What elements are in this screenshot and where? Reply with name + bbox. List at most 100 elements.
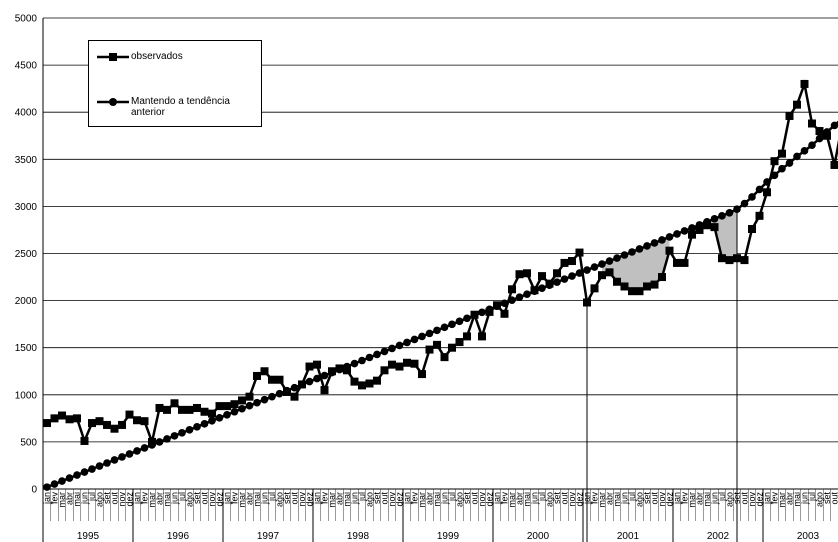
x-tick-label: set	[282, 492, 292, 505]
x-tick-label: mai	[792, 492, 802, 507]
x-tick-label: out	[380, 492, 390, 505]
x-tick-label: jun	[710, 492, 720, 505]
x-tick-label: jul	[357, 492, 367, 502]
x-tick-label: nov	[387, 492, 397, 507]
x-tick-label: dez	[125, 492, 135, 507]
point	[178, 405, 186, 414]
point	[125, 450, 134, 458]
year-label: 2001	[617, 531, 640, 542]
point	[320, 386, 329, 395]
x-tick-label: set	[552, 492, 562, 505]
point	[568, 257, 576, 266]
x-tick-label: jul	[447, 492, 457, 502]
point	[58, 477, 66, 485]
point	[208, 409, 216, 418]
point	[343, 366, 351, 375]
point	[380, 366, 389, 375]
point	[268, 375, 276, 384]
x-tick-label: nov	[567, 492, 577, 507]
x-tick-label: jun	[530, 492, 540, 505]
point	[725, 256, 734, 265]
point	[418, 332, 426, 341]
point	[583, 298, 591, 307]
point	[350, 359, 359, 368]
x-tick-label: jan	[132, 492, 142, 505]
point	[508, 285, 516, 294]
x-tick-label: fev	[500, 492, 510, 505]
x-tick-label: jun	[440, 492, 450, 505]
point	[673, 258, 681, 267]
x-tick-label: mai	[342, 492, 352, 507]
x-tick-label: jun	[170, 492, 180, 505]
x-tick-label: fev	[230, 492, 240, 505]
point	[88, 465, 96, 473]
x-tick-label: ago	[635, 492, 645, 507]
point	[260, 367, 269, 376]
x-tick-label: set	[372, 492, 382, 505]
point	[283, 387, 291, 396]
point	[755, 211, 764, 220]
point	[800, 79, 809, 88]
point	[223, 402, 231, 411]
x-tick-label: out	[470, 492, 480, 505]
x-tick-label: mar	[57, 492, 67, 508]
point	[103, 420, 111, 429]
point	[478, 308, 486, 317]
y-tick-label: 4500	[15, 61, 38, 72]
point	[830, 160, 838, 169]
point	[635, 245, 644, 253]
point	[290, 383, 299, 392]
x-tick-label: out	[200, 492, 210, 505]
x-tick-label: nov	[747, 492, 757, 507]
x-tick-label: jan	[312, 492, 322, 505]
point	[748, 225, 756, 234]
point	[470, 310, 479, 319]
x-tick-label: jan	[222, 492, 232, 505]
point	[463, 314, 471, 323]
point	[500, 309, 509, 318]
point	[808, 119, 816, 128]
x-tick-label: nov	[477, 492, 487, 507]
point	[43, 483, 51, 491]
point	[290, 392, 299, 401]
point	[538, 272, 546, 281]
point	[238, 396, 246, 405]
point	[703, 221, 711, 230]
x-tick-label: nov	[207, 492, 217, 507]
point	[823, 131, 831, 140]
point	[118, 420, 126, 429]
point	[650, 239, 659, 247]
x-tick-label: set	[462, 492, 472, 505]
point	[200, 407, 209, 416]
point	[110, 424, 119, 433]
point	[298, 380, 306, 389]
point	[605, 257, 614, 265]
point	[215, 413, 224, 422]
point	[335, 364, 344, 373]
x-tick-label: out	[830, 492, 838, 505]
point	[785, 159, 794, 167]
point	[238, 404, 246, 413]
x-tick-label: jul	[717, 492, 727, 502]
x-tick-label: mar	[507, 492, 517, 508]
y-tick-label: 500	[20, 437, 37, 448]
point	[568, 272, 576, 280]
point	[590, 284, 599, 293]
point	[125, 410, 134, 419]
point	[253, 398, 261, 407]
point	[313, 360, 321, 369]
x-tick-label: jul	[807, 492, 817, 502]
point	[200, 420, 209, 428]
point	[253, 371, 261, 380]
x-tick-label: nov	[117, 492, 127, 507]
x-tick-label: jan	[402, 492, 412, 505]
point	[328, 367, 336, 376]
y-tick-label: 5000	[15, 14, 38, 25]
point	[560, 258, 569, 267]
x-tick-label: mai	[162, 492, 172, 507]
y-tick-label: 0	[31, 485, 37, 496]
x-tick-label: jul	[627, 492, 637, 502]
point	[455, 338, 464, 347]
legend-symbol	[97, 53, 129, 61]
point	[523, 269, 531, 278]
